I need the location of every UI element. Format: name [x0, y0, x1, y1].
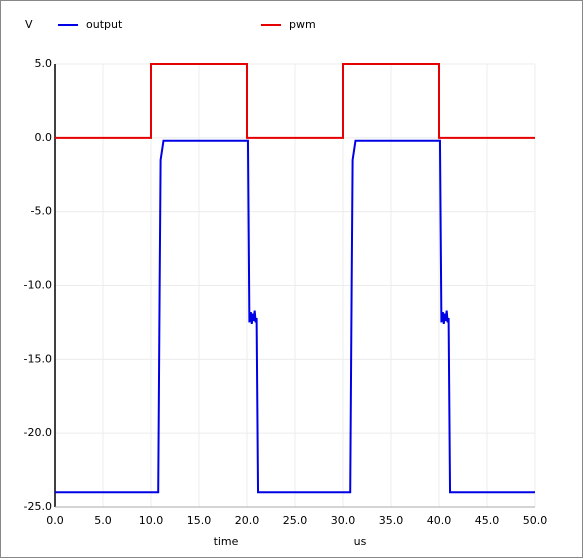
y-tick-label: -15.0 — [24, 352, 52, 365]
y-tick-label: -10.0 — [24, 279, 52, 292]
x-tick-label: 15.0 — [187, 514, 212, 527]
x-axis-label: time — [214, 535, 239, 548]
y-tick-label: 5.0 — [35, 57, 53, 70]
y-tick-label: -20.0 — [24, 426, 52, 439]
x-tick-label: 0.0 — [46, 514, 64, 527]
x-tick-label: 10.0 — [139, 514, 164, 527]
legend-label: output — [86, 18, 123, 31]
legend-label: pwm — [289, 18, 316, 31]
x-tick-label: 20.0 — [235, 514, 260, 527]
x-tick-label: 45.0 — [475, 514, 500, 527]
series-line — [55, 139, 535, 494]
x-tick-label: 40.0 — [427, 514, 452, 527]
y-tick-label: 0.0 — [35, 131, 53, 144]
x-axis-unit: us — [354, 535, 367, 548]
series-line — [55, 63, 535, 139]
x-tick-label: 35.0 — [379, 514, 404, 527]
y-axis-label: V — [25, 18, 33, 31]
x-tick-label: 25.0 — [283, 514, 308, 527]
x-tick-label: 30.0 — [331, 514, 356, 527]
x-tick-label: 5.0 — [94, 514, 112, 527]
y-tick-label: -25.0 — [24, 500, 52, 513]
x-tick-label: 50.0 — [523, 514, 548, 527]
y-tick-label: -5.0 — [31, 205, 52, 218]
